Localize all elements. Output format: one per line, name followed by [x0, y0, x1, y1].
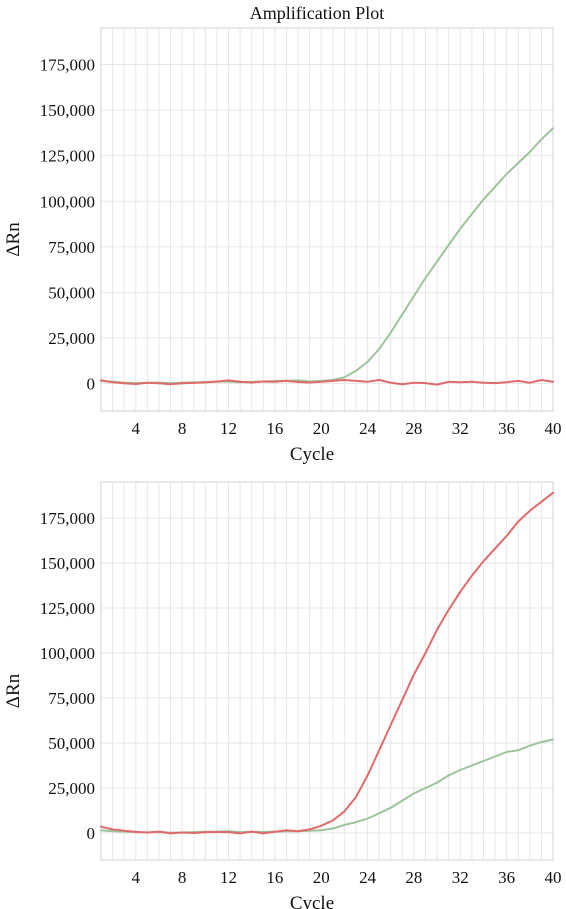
y-tick-label: 125,000: [40, 147, 95, 166]
chart-panel-2: 0 25,000 50,000 75,000 100,000 125,000 150,000…: [3, 481, 562, 909]
chart-panel-1: 0 25,000 50,000 75,000 100,000 125,000 150,000…: [3, 3, 562, 465]
y-tick-label: 25,000: [48, 779, 95, 798]
x-tick-label: 24: [359, 419, 377, 438]
x-tick-label: 12: [220, 868, 237, 887]
series-line-2: [100, 379, 554, 386]
y-tick-label: 150,000: [40, 554, 95, 573]
x-axis-title: Cycle: [290, 444, 334, 465]
x-tick-label: 20: [313, 868, 330, 887]
y-tick-label: 100,000: [40, 644, 95, 663]
x-tick-label: 32: [452, 868, 469, 887]
x-tick-label: 32: [452, 419, 469, 438]
y-tick-label: 150,000: [40, 101, 95, 120]
x-tick-label: 20: [313, 419, 330, 438]
x-tick-label: 16: [266, 419, 283, 438]
series-line-2: [100, 491, 554, 835]
x-tick-label: 36: [498, 868, 515, 887]
y-tick-label: 75,000: [48, 238, 95, 257]
x-tick-label: 28: [405, 419, 422, 438]
y-tick-label: 0: [87, 824, 96, 843]
chart-title: Amplification Plot: [250, 3, 385, 23]
y-axis-title: ΔRn: [3, 673, 24, 708]
y-tick-label: 50,000: [48, 283, 95, 302]
y-tick-label: 75,000: [48, 689, 95, 708]
x-tick-label: 8: [178, 419, 187, 438]
plot-frame: [100, 481, 554, 861]
x-tick-label: 24: [359, 868, 377, 887]
y-tick-label: 0: [87, 375, 96, 394]
x-tick-label: 8: [178, 868, 187, 887]
series-line-1: [100, 127, 554, 385]
x-tick-label: 16: [266, 868, 283, 887]
x-axis-title: Cycle: [290, 893, 334, 909]
y-axis-title: ΔRn: [3, 222, 24, 257]
x-tick-label: 40: [545, 419, 562, 438]
x-tick-label: 12: [220, 419, 237, 438]
plot-frame: [100, 27, 554, 412]
x-tick-label: 40: [545, 868, 562, 887]
y-tick-label: 100,000: [40, 192, 95, 211]
y-tick-label: 50,000: [48, 734, 95, 753]
x-tick-label: 4: [132, 419, 141, 438]
y-tick-label: 175,000: [40, 509, 95, 528]
x-tick-label: 4: [132, 868, 141, 887]
y-tick-label: 175,000: [40, 55, 95, 74]
x-tick-label: 28: [405, 868, 422, 887]
series-line-1: [100, 738, 554, 834]
y-tick-label: 25,000: [48, 329, 95, 348]
y-tick-label: 125,000: [40, 599, 95, 618]
x-tick-label: 36: [498, 419, 515, 438]
